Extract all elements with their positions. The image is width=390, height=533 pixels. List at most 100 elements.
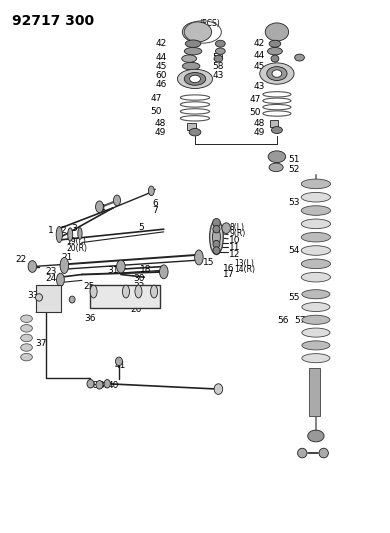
Ellipse shape xyxy=(69,296,75,303)
Ellipse shape xyxy=(96,381,103,389)
Ellipse shape xyxy=(308,430,324,442)
Text: 44: 44 xyxy=(254,52,265,60)
Ellipse shape xyxy=(301,272,331,282)
Text: 15: 15 xyxy=(203,258,214,266)
Text: 32: 32 xyxy=(134,282,145,291)
Text: 18: 18 xyxy=(140,265,152,274)
Ellipse shape xyxy=(213,228,220,246)
Text: 45: 45 xyxy=(254,62,265,70)
Text: 43: 43 xyxy=(213,71,224,80)
Text: 4: 4 xyxy=(100,205,105,213)
Ellipse shape xyxy=(182,22,212,42)
Ellipse shape xyxy=(213,240,220,248)
Ellipse shape xyxy=(271,55,279,62)
Ellipse shape xyxy=(160,265,168,279)
Text: 28: 28 xyxy=(135,297,146,305)
Ellipse shape xyxy=(60,257,69,273)
Text: 1: 1 xyxy=(48,226,54,235)
Ellipse shape xyxy=(135,285,142,298)
Ellipse shape xyxy=(301,206,331,215)
Ellipse shape xyxy=(213,247,220,254)
Text: 10: 10 xyxy=(229,236,241,245)
Text: 34: 34 xyxy=(39,298,50,307)
Text: 47: 47 xyxy=(250,95,261,103)
Ellipse shape xyxy=(260,63,294,84)
Ellipse shape xyxy=(301,259,331,269)
Text: 45: 45 xyxy=(156,62,167,71)
Ellipse shape xyxy=(182,62,200,70)
Text: 54: 54 xyxy=(289,246,300,255)
Text: 52: 52 xyxy=(289,165,300,174)
Ellipse shape xyxy=(272,70,282,77)
Text: 2: 2 xyxy=(60,226,66,235)
Text: 59: 59 xyxy=(213,53,224,61)
Text: 44: 44 xyxy=(156,53,167,61)
Ellipse shape xyxy=(214,384,223,394)
Text: 23: 23 xyxy=(45,268,57,276)
Ellipse shape xyxy=(151,285,158,298)
Text: 17: 17 xyxy=(223,270,234,279)
Text: 26: 26 xyxy=(131,305,142,313)
Text: 56: 56 xyxy=(277,317,288,325)
Text: 6: 6 xyxy=(152,199,158,208)
Ellipse shape xyxy=(215,48,225,54)
Ellipse shape xyxy=(104,379,110,388)
Text: 30: 30 xyxy=(134,274,145,283)
Ellipse shape xyxy=(301,246,331,255)
Ellipse shape xyxy=(268,47,282,55)
Ellipse shape xyxy=(319,448,328,458)
Text: 49: 49 xyxy=(254,128,265,136)
Text: 42: 42 xyxy=(156,39,167,48)
Text: 46: 46 xyxy=(277,73,288,82)
Text: 48: 48 xyxy=(154,119,166,127)
Ellipse shape xyxy=(302,341,330,350)
Text: 25: 25 xyxy=(84,282,95,291)
Bar xyxy=(309,368,320,416)
Ellipse shape xyxy=(190,75,200,83)
Ellipse shape xyxy=(302,354,330,363)
Ellipse shape xyxy=(177,69,213,88)
Ellipse shape xyxy=(271,127,282,134)
Ellipse shape xyxy=(301,219,331,229)
Text: 27: 27 xyxy=(126,297,137,305)
Text: 36: 36 xyxy=(84,314,95,323)
Text: 41: 41 xyxy=(115,361,126,369)
Text: 9(R): 9(R) xyxy=(229,229,246,238)
Ellipse shape xyxy=(302,290,330,298)
Text: 29: 29 xyxy=(145,297,156,305)
Text: 58: 58 xyxy=(213,62,224,71)
Text: 43: 43 xyxy=(254,83,265,91)
Text: 11: 11 xyxy=(229,243,241,252)
Ellipse shape xyxy=(184,47,202,55)
Bar xyxy=(36,285,61,312)
Text: 19(L): 19(L) xyxy=(66,238,86,246)
Text: 47: 47 xyxy=(151,94,162,103)
Text: 46: 46 xyxy=(156,80,167,88)
Text: 40: 40 xyxy=(107,381,119,390)
Ellipse shape xyxy=(182,55,197,62)
Ellipse shape xyxy=(21,353,32,361)
Ellipse shape xyxy=(302,316,330,324)
Text: 50: 50 xyxy=(250,108,261,117)
Ellipse shape xyxy=(185,40,201,47)
Ellipse shape xyxy=(268,151,285,163)
Ellipse shape xyxy=(301,179,331,189)
Ellipse shape xyxy=(213,219,220,227)
Text: 24: 24 xyxy=(45,274,57,282)
Text: 22: 22 xyxy=(15,255,27,263)
Ellipse shape xyxy=(295,54,304,61)
Text: 13(L): 13(L) xyxy=(234,259,254,268)
Ellipse shape xyxy=(122,285,129,298)
Ellipse shape xyxy=(21,315,32,322)
Ellipse shape xyxy=(117,260,125,273)
Ellipse shape xyxy=(68,228,73,241)
Text: 31: 31 xyxy=(108,266,119,274)
Ellipse shape xyxy=(113,195,121,206)
Ellipse shape xyxy=(96,201,103,213)
Ellipse shape xyxy=(269,41,281,47)
Ellipse shape xyxy=(184,72,206,85)
Ellipse shape xyxy=(301,192,331,202)
Bar xyxy=(187,123,196,130)
Ellipse shape xyxy=(302,303,330,311)
Ellipse shape xyxy=(21,344,32,351)
